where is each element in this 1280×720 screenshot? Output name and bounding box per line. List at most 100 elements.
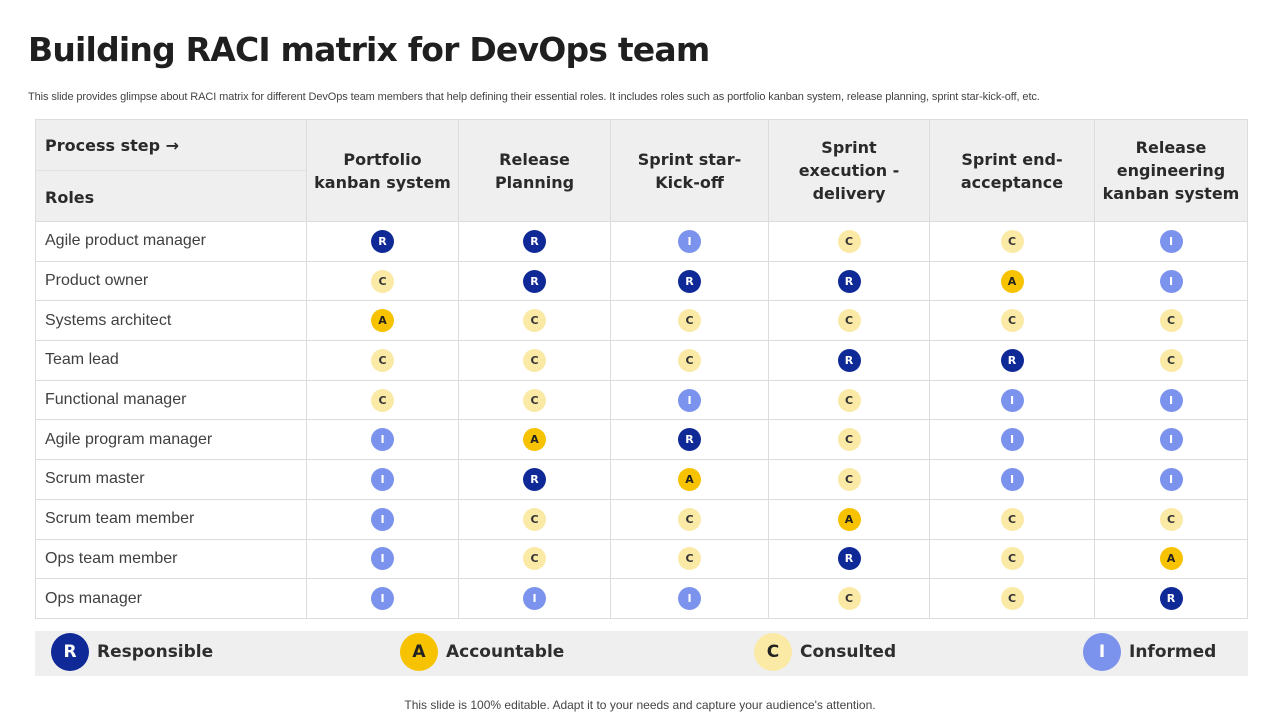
raci-badge: C (371, 388, 394, 412)
raci-cell: I (610, 578, 769, 619)
page-title: Building RACI matrix for DevOps team (28, 30, 710, 69)
raci-badge: C (371, 269, 394, 293)
raci-cell: I (610, 379, 769, 421)
raci-cell: C (768, 419, 930, 461)
raci-badge: R (678, 428, 701, 452)
raci-cell: C (768, 578, 930, 619)
raci-badge: R (837, 348, 861, 372)
raci-cell: I (610, 221, 769, 262)
raci-cell: C (768, 379, 930, 421)
footer-note: This slide is 100% editable. Adapt it to… (404, 698, 876, 712)
legend-item-consulted: C Consulted (754, 633, 896, 671)
page-subtitle: This slide provides glimpse about RACI m… (28, 91, 1040, 103)
role-cell: Functional manager (35, 379, 307, 421)
raci-cell: R (768, 538, 930, 580)
raci-cell: C (458, 300, 611, 342)
raci-badge: I (678, 388, 701, 412)
table-row: Scrum master I R A C I I (35, 459, 1248, 500)
raci-badge: C (1159, 507, 1183, 531)
raci-badge: C (837, 309, 861, 333)
roles-label: Roles (45, 188, 95, 207)
raci-badge: I (1000, 388, 1024, 412)
raci-badge: A (523, 428, 546, 452)
table-row: Ops team member I C C R C A (35, 538, 1248, 580)
raci-badge: R (523, 269, 546, 293)
raci-cell: R (306, 221, 459, 262)
corner-header-cell: Process step → Roles (35, 119, 307, 222)
legend-dot-informed: I (1083, 633, 1121, 671)
role-cell: Agile program manager (35, 419, 307, 461)
raci-cell: C (768, 459, 930, 500)
raci-cell: C (1094, 340, 1248, 381)
raci-cell: C (306, 260, 459, 302)
raci-badge: R (837, 269, 861, 293)
table-row: Agile product manager R R I C C I (35, 221, 1248, 262)
role-cell: Ops manager (35, 578, 307, 619)
raci-cell: I (1094, 459, 1248, 500)
raci-badge: A (1000, 269, 1024, 293)
raci-badge: I (1159, 428, 1183, 452)
raci-badge: I (371, 507, 394, 531)
raci-badge: C (523, 309, 546, 333)
legend-dot-accountable: A (400, 633, 438, 671)
raci-cell: R (458, 260, 611, 302)
raci-badge: R (1000, 348, 1024, 372)
legend-label-consulted: Consulted (800, 642, 897, 662)
raci-badge: C (1000, 309, 1024, 333)
raci-cell: C (929, 578, 1095, 619)
raci-cell: C (929, 300, 1095, 342)
raci-badge: I (678, 229, 701, 253)
raci-badge: C (837, 587, 861, 611)
column-header-release-planning: Release Planning (458, 119, 611, 222)
raci-cell: I (1094, 221, 1248, 262)
raci-cell: C (458, 379, 611, 421)
corner-divider (36, 170, 306, 171)
raci-badge: R (523, 229, 546, 253)
legend-item-responsible: R Responsible (51, 633, 213, 671)
raci-cell: A (929, 260, 1095, 302)
raci-badge: C (678, 547, 701, 571)
header-row: Process step → Roles Portfolio kanban sy… (35, 119, 1248, 222)
raci-badge: C (1159, 348, 1183, 372)
raci-matrix-table: Process step → Roles Portfolio kanban sy… (35, 119, 1248, 619)
raci-cell: C (306, 379, 459, 421)
raci-badge: C (1159, 309, 1183, 333)
raci-badge: R (678, 269, 701, 293)
raci-badge: I (371, 587, 394, 611)
raci-cell: I (458, 578, 611, 619)
raci-badge: I (371, 428, 394, 452)
raci-badge: I (1000, 428, 1024, 452)
raci-cell: C (929, 538, 1095, 580)
column-header-sprint-acceptance: Sprint end- acceptance (929, 119, 1095, 222)
raci-badge: I (1000, 467, 1024, 491)
raci-cell: I (1094, 419, 1248, 461)
column-header-sprint-execution: Sprint execution -delivery (768, 119, 930, 222)
raci-cell: C (610, 498, 769, 540)
role-cell: Ops team member (35, 538, 307, 580)
raci-badge: A (837, 507, 861, 531)
raci-cell: R (1094, 578, 1248, 619)
raci-cell: A (1094, 538, 1248, 580)
matrix-body: Agile product manager R R I C C I Product owner… (35, 221, 1248, 619)
raci-badge: C (523, 507, 546, 531)
raci-badge: I (1159, 388, 1183, 412)
raci-cell: I (929, 419, 1095, 461)
raci-cell: C (768, 221, 930, 262)
legend-label-accountable: Accountable (446, 642, 565, 662)
raci-legend: R Responsible A Accountable C Consulted … (35, 631, 1248, 676)
role-cell: Scrum team member (35, 498, 307, 540)
raci-cell: R (610, 260, 769, 302)
raci-badge: I (678, 587, 701, 611)
role-cell: Scrum master (35, 459, 307, 500)
role-cell: Product owner (35, 260, 307, 302)
raci-badge: C (837, 229, 861, 253)
raci-cell: I (1094, 379, 1248, 421)
legend-item-accountable: A Accountable (400, 633, 564, 671)
raci-badge: C (678, 309, 701, 333)
raci-cell: R (768, 260, 930, 302)
table-row: Scrum team member I C C A C C (35, 498, 1248, 540)
role-cell: Systems architect (35, 300, 307, 342)
raci-cell: C (929, 221, 1095, 262)
raci-badge: A (1159, 547, 1183, 571)
raci-badge: C (523, 388, 546, 412)
